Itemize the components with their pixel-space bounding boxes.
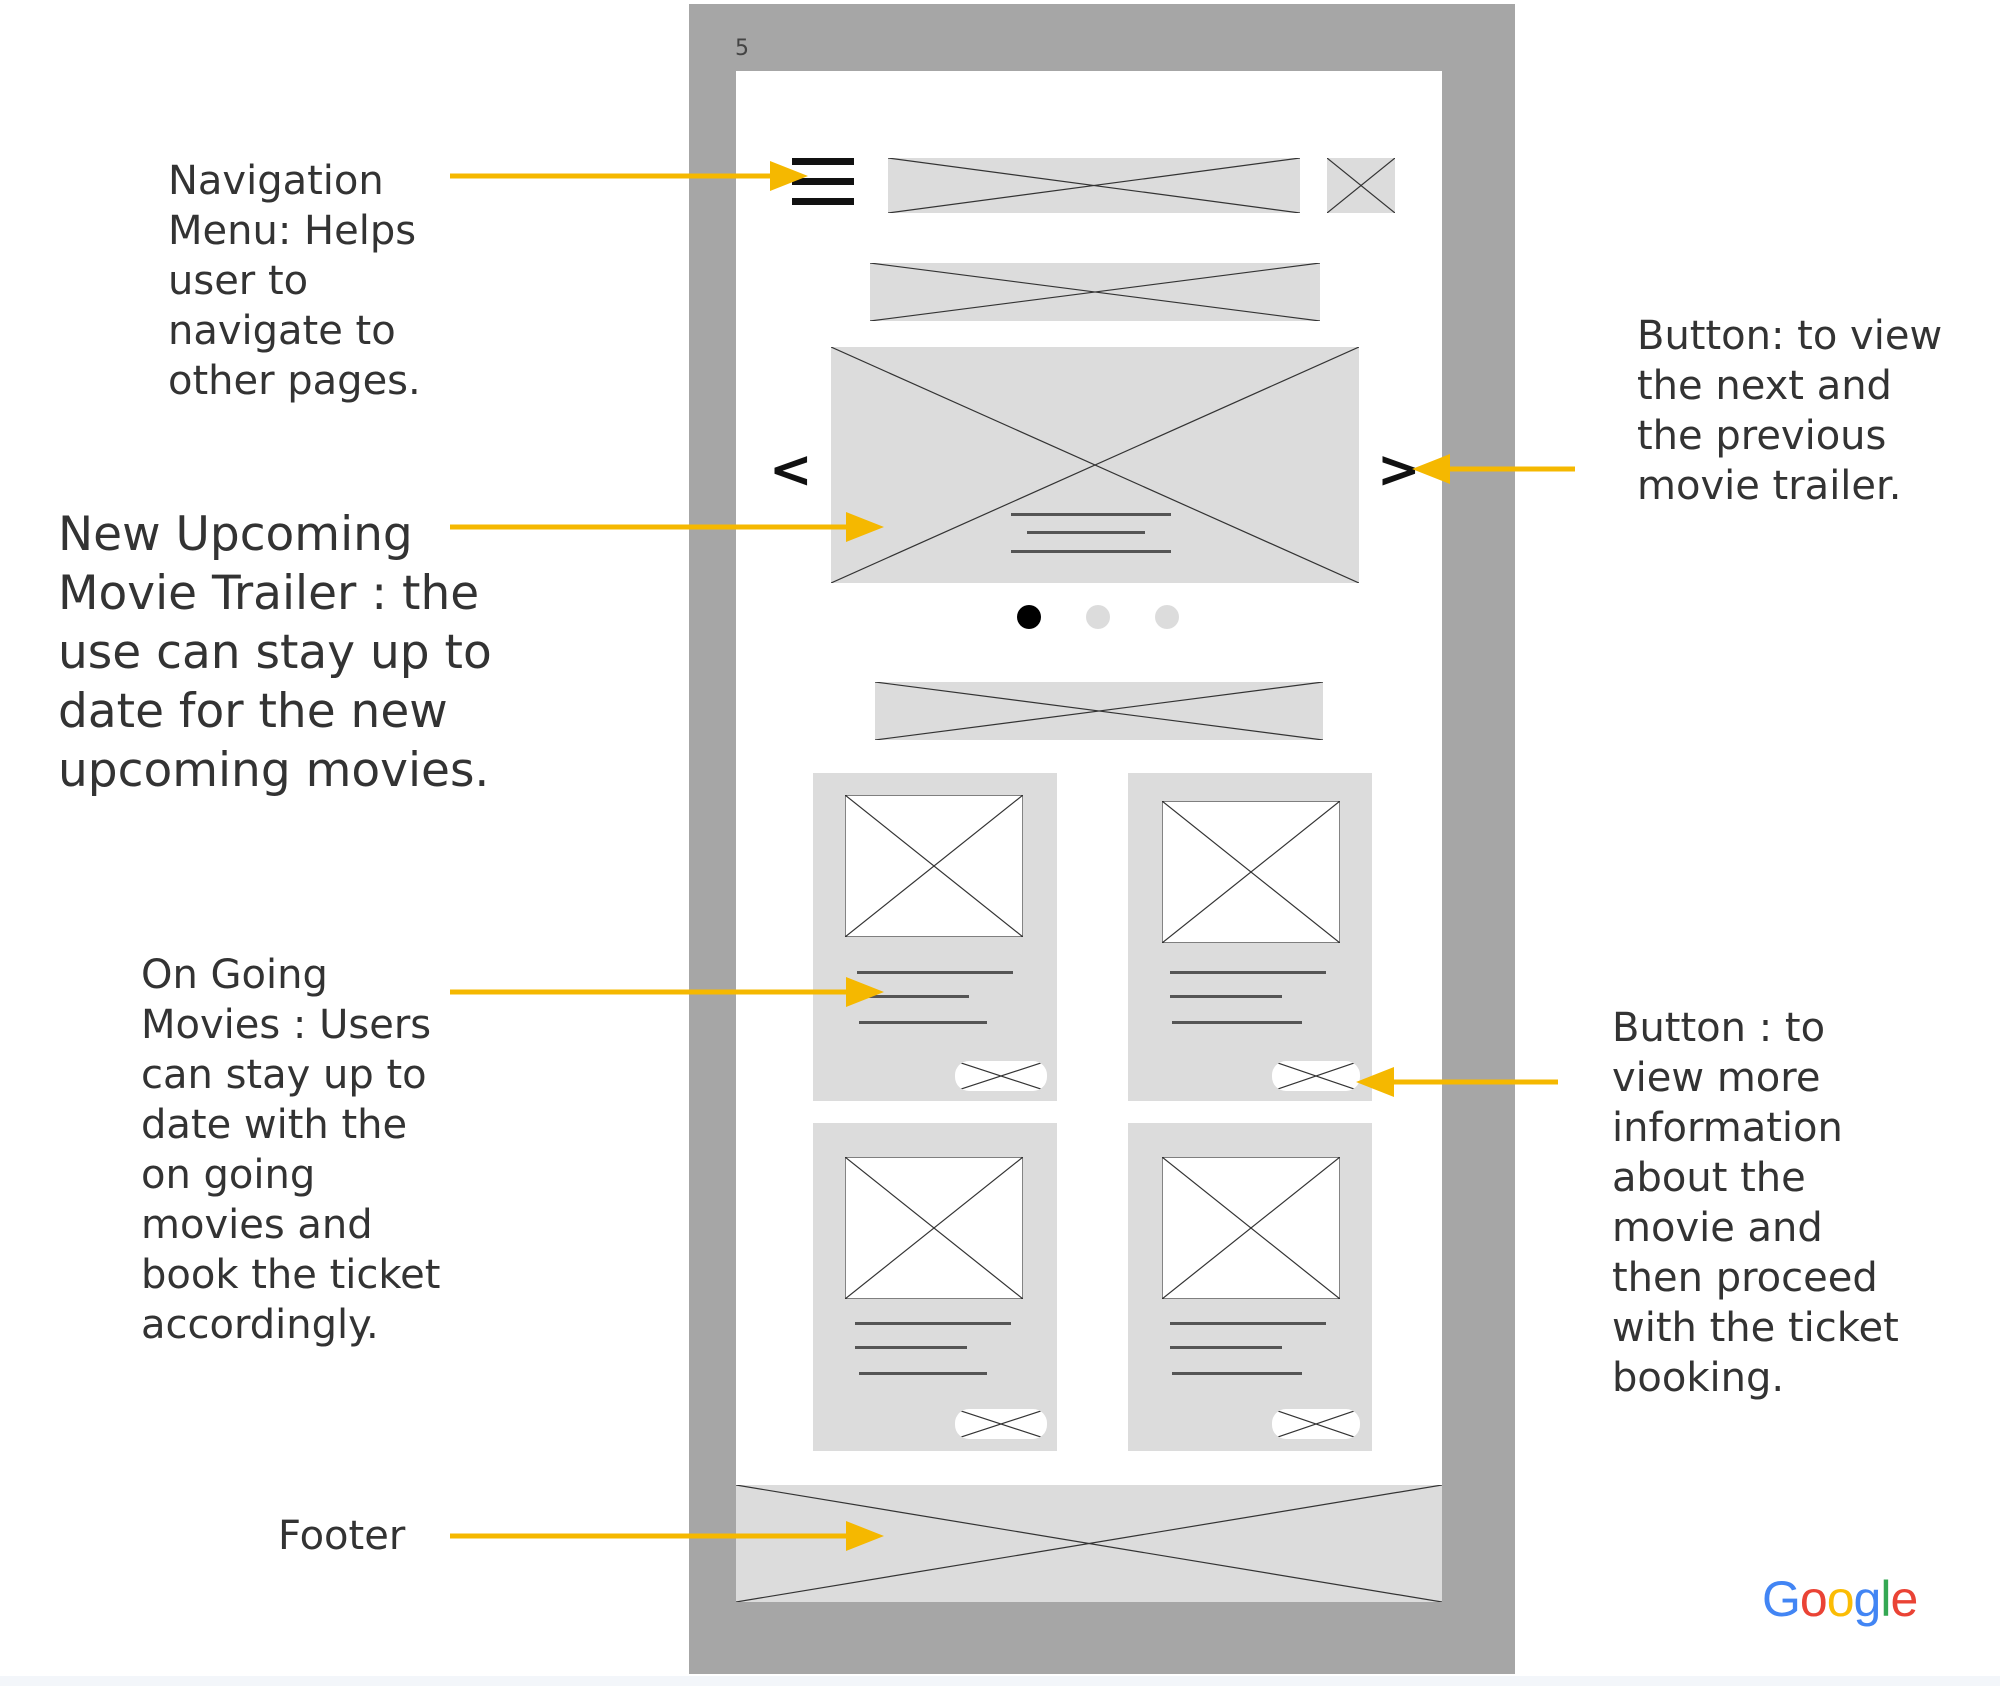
navigation-menu-note: Navigation Menu: Helps user to navigate … [168,158,421,404]
next-trailer-button[interactable]: > [1377,440,1421,500]
page-number: 5 [735,36,749,61]
movie-poster-placeholder [1162,1157,1340,1299]
logo-letter: o [1799,1571,1828,1627]
movie-text-line [1172,1021,1302,1024]
movie-card[interactable] [813,1123,1057,1451]
carousel-dot[interactable] [1155,605,1179,629]
ongoing-movies-note: On Going Movies : Users can stay up to d… [141,952,441,1348]
movie-text-line [1170,1346,1282,1349]
movie-info-button[interactable] [955,1409,1047,1439]
hamburger-menu-icon[interactable] [792,158,854,206]
next-previous-button-note: Button: to view the next and the previou… [1637,313,1943,509]
movie-text-line [859,1021,987,1024]
header-icon-placeholder[interactable] [1327,158,1395,213]
logo-placeholder [888,158,1300,213]
logo-letter: l [1880,1571,1891,1627]
movie-card[interactable] [1128,1123,1372,1451]
carousel-dot[interactable] [1086,605,1110,629]
movie-info-button[interactable] [1272,1061,1360,1091]
movie-card[interactable] [813,773,1057,1101]
carousel-dot[interactable] [1017,605,1041,629]
movie-text-line [857,971,1013,974]
logo-letter: o [1826,1571,1855,1627]
movie-text-line [859,1372,987,1375]
movie-info-button[interactable] [1272,1409,1360,1439]
device-screen: < > [736,71,1442,1602]
movie-card[interactable] [1128,773,1372,1101]
bottom-rule [0,1676,2000,1686]
logo-letter: g [1853,1571,1882,1627]
caption-line [1027,531,1145,534]
movie-text-line [1170,971,1326,974]
trailer-carousel-placeholder[interactable] [831,347,1359,583]
footer-note: Footer [278,1513,406,1559]
movie-text-line [855,1322,1011,1325]
section-heading-placeholder [875,682,1323,740]
previous-trailer-button[interactable]: < [769,440,813,500]
movie-poster-placeholder [845,1157,1023,1299]
footer-placeholder [736,1485,1442,1602]
movie-text-line [855,1346,967,1349]
caption-line [1011,513,1171,516]
search-bar-placeholder[interactable] [870,263,1320,321]
upcoming-trailer-note: New Upcoming Movie Trailer : the use can… [58,507,492,798]
movie-text-line [1170,1322,1326,1325]
logo-letter: e [1890,1571,1918,1627]
logo-letter: G [1762,1571,1801,1627]
google-logo: Google [1762,1570,1918,1628]
movie-poster-placeholder [845,795,1023,937]
movie-text-line [1172,1372,1302,1375]
movie-poster-placeholder [1162,801,1340,943]
movie-text-line [857,995,969,998]
caption-line [1011,550,1171,553]
movie-info-button[interactable] [955,1061,1047,1091]
more-info-button-note: Button : to view more information about … [1612,1005,1899,1401]
movie-text-line [1170,995,1282,998]
